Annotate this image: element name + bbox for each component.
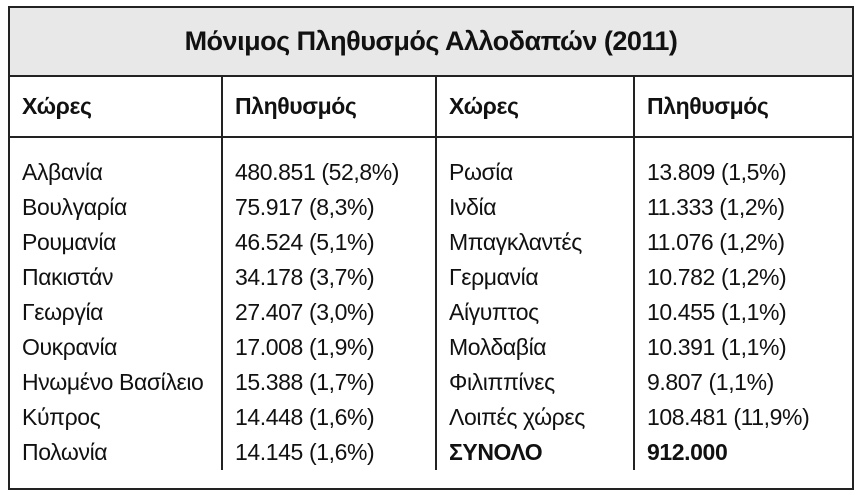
table-cell: Ηνωμένο Βασίλειο (22, 369, 204, 395)
table-frame: Μόνιμος Πληθυσμός Αλλοδαπών (2011) Χώρες… (8, 6, 854, 490)
table-cell: 15.388 (1,7%) (221, 365, 436, 400)
header-cell: Πληθυσμός (633, 77, 852, 138)
table-cell: Γερμανία (435, 260, 634, 295)
table-cell: Αλβανία (22, 159, 103, 185)
header-cell: Χώρες (435, 77, 634, 138)
spacer-cell (221, 137, 436, 155)
table-row: Πακιστάν 34.178 (3,7%) Γερμανία 10.782 (1,2… (10, 260, 852, 295)
table-cell: 108.481 (11,9%) (633, 400, 852, 435)
table-cell: Βουλγαρία (22, 194, 127, 220)
table-cell: Μπαγκλαντές (435, 225, 634, 260)
table: Χώρες Πληθυσμός Χώρες Πληθυσμός Αλβανία 480.8… (10, 77, 852, 470)
table-cell: Πακιστάν (22, 264, 114, 290)
table-row: Κύπρος 14.448 (1,6%) Λοιπές χώρες 108.481 (… (10, 400, 852, 435)
table-cell: 13.809 (1,5%) (633, 155, 852, 190)
table-row: Βουλγαρία 75.917 (8,3%) Ινδία 11.333 (1,2%) (10, 190, 852, 225)
table-body: Χώρες Πληθυσμός Χώρες Πληθυσμός Αλβανία 480.8… (10, 77, 852, 470)
table-cell: 9.807 (1,1%) (633, 365, 852, 400)
spacer-cell (435, 137, 634, 155)
table-title: Μόνιμος Πληθυσμός Αλλοδαπών (2011) (10, 8, 852, 77)
header-row: Χώρες Πληθυσμός Χώρες Πληθυσμός (10, 77, 852, 138)
table-cell: 14.448 (1,6%) (221, 400, 436, 435)
header-cell: Χώρες (10, 77, 222, 138)
table-row: Ουκρανία 17.008 (1,9%) Μολδαβία 10.391 (1,1… (10, 330, 852, 365)
table-cell: 27.407 (3,0%) (221, 295, 436, 330)
table-cell: 46.524 (5,1%) (221, 225, 436, 260)
table-cell: Ουκρανία (22, 334, 118, 360)
table-cell: 10.782 (1,2%) (633, 260, 852, 295)
table-row: Γεωργία 27.407 (3,0%) Αίγυπτος 10.455 (1,1%… (10, 295, 852, 330)
header-cell: Πληθυσμός (221, 77, 436, 138)
table-row: Αλβανία 480.851 (52,8%) Ρωσία 13.809 (1,5%) (10, 155, 852, 190)
spacer-cell (10, 137, 222, 155)
table-cell: 14.145 (1,6%) (221, 435, 436, 470)
table-row: Ηνωμένο Βασίλειο 15.388 (1,7%) Φιλιππίνες 9… (10, 365, 852, 400)
table-cell: Ρωσία (435, 155, 634, 190)
spacer-cell (633, 137, 852, 155)
table-cell: 10.455 (1,1%) (633, 295, 852, 330)
table-cell: 10.391 (1,1%) (633, 330, 852, 365)
table-cell: Λοιπές χώρες (435, 400, 634, 435)
table-cell: Ρουμανία (22, 229, 116, 255)
table-row: Ρουμανία 46.524 (5,1%) Μπαγκλαντές 11.076 (… (10, 225, 852, 260)
table-cell: 11.333 (1,2%) (633, 190, 852, 225)
table-cell: 480.851 (52,8%) (221, 155, 436, 190)
table-cell: ΣΥΝΟΛΟ (435, 435, 634, 470)
table-cell: Μολδαβία (435, 330, 634, 365)
table-cell: Πολωνία (22, 439, 108, 465)
table-cell: Κύπρος (22, 404, 101, 430)
spacer-row (10, 137, 852, 155)
table-cell: Αίγυπτος (435, 295, 634, 330)
table-cell: 34.178 (3,7%) (221, 260, 436, 295)
table-cell: Γεωργία (22, 299, 104, 325)
table-cell: Ινδία (435, 190, 634, 225)
table-cell: 17.008 (1,9%) (221, 330, 436, 365)
table-cell: 11.076 (1,2%) (633, 225, 852, 260)
table-row: Πολωνία 14.145 (1,6%) ΣΥΝΟΛΟ 912.000 (10, 435, 852, 470)
table-cell: 75.917 (8,3%) (221, 190, 436, 225)
table-cell: 912.000 (633, 435, 852, 470)
table-cell: Φιλιππίνες (435, 365, 634, 400)
